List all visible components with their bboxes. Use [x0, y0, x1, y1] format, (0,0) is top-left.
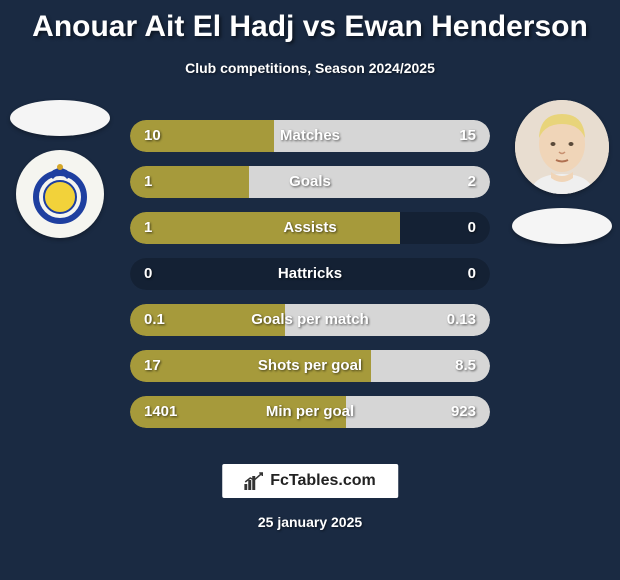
stat-label: Matches [130, 120, 490, 152]
right-player-column [512, 100, 612, 244]
club-crest-icon [25, 159, 95, 229]
stat-label: Goals per match [130, 304, 490, 336]
stat-row: 12Goals [130, 166, 490, 198]
right-club-badge-placeholder [512, 208, 612, 244]
stat-label: Goals [130, 166, 490, 198]
footer-logo: FcTables.com [222, 464, 398, 498]
footer-date: 25 january 2025 [258, 514, 362, 530]
page-subtitle: Club competitions, Season 2024/2025 [0, 60, 620, 76]
page-title: Anouar Ait El Hadj vs Ewan Henderson [0, 0, 620, 44]
stat-row: 178.5Shots per goal [130, 350, 490, 382]
stat-label: Hattricks [130, 258, 490, 290]
stat-label: Shots per goal [130, 350, 490, 382]
left-player-column [10, 100, 110, 238]
stat-row: 1401923Min per goal [130, 396, 490, 428]
stat-row: 10Assists [130, 212, 490, 244]
comparison-bars: 1015Matches 12Goals 10Assists 00Hattricks 0.… [130, 120, 490, 442]
footer-logo-text: FcTables.com [270, 472, 376, 490]
stat-row: 1015Matches [130, 120, 490, 152]
right-player-photo [515, 100, 609, 194]
fctables-icon [244, 472, 264, 490]
stat-row: 00Hattricks [130, 258, 490, 290]
stat-row: 0.10.13Goals per match [130, 304, 490, 336]
left-player-avatar-placeholder [10, 100, 110, 136]
player-face-icon [515, 100, 609, 194]
left-club-badge [16, 150, 104, 238]
stat-label: Min per goal [130, 396, 490, 428]
stat-label: Assists [130, 212, 490, 244]
